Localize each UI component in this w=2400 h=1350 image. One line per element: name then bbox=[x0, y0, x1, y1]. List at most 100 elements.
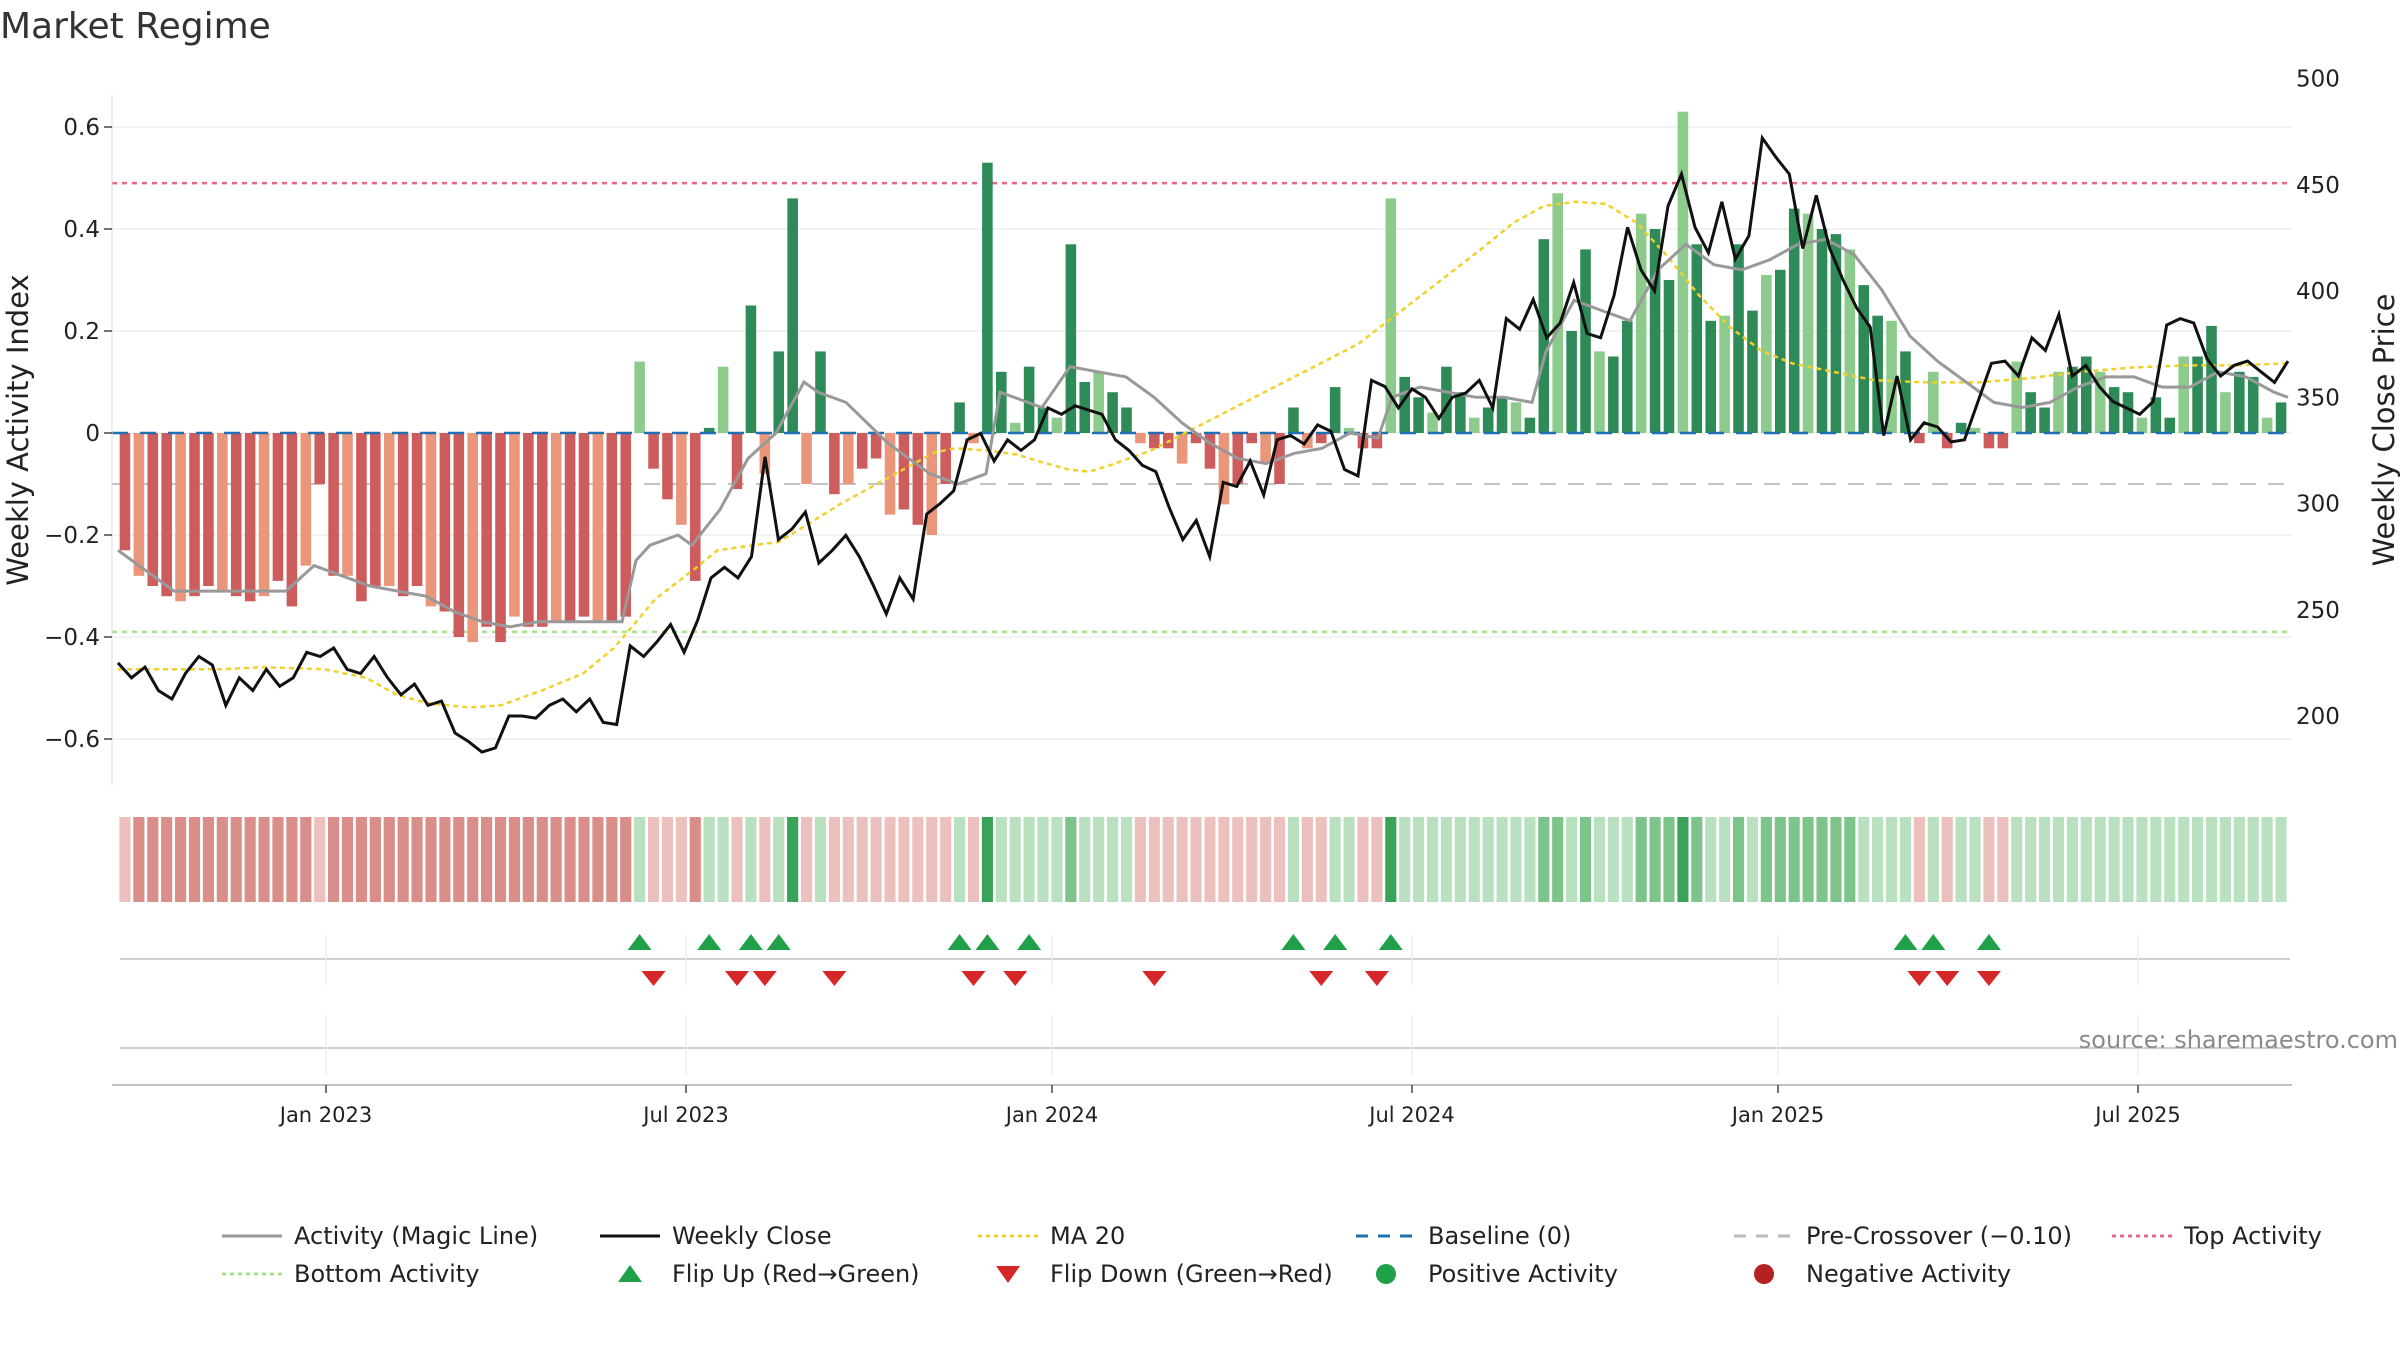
regime-cell bbox=[1440, 817, 1452, 902]
regime-cell bbox=[1023, 817, 1035, 902]
activity-bar bbox=[1608, 356, 1619, 433]
regime-cell bbox=[2275, 817, 2287, 902]
regime-cell bbox=[1134, 817, 1146, 902]
activity-bar bbox=[1441, 366, 1452, 433]
regime-cell bbox=[1093, 817, 1105, 902]
regime-cell bbox=[481, 817, 493, 902]
regime-cell bbox=[2094, 817, 2106, 902]
activity-bar bbox=[467, 433, 478, 643]
legend-label: Flip Up (Red→Green) bbox=[672, 1260, 920, 1288]
flip-up-marker bbox=[975, 934, 1000, 950]
activity-bar bbox=[203, 433, 214, 586]
regime-cell bbox=[341, 817, 354, 902]
activity-bar bbox=[495, 433, 506, 643]
legend-swatch bbox=[996, 1266, 1020, 1283]
activity-bar bbox=[1107, 392, 1118, 433]
regime-cell bbox=[564, 817, 576, 902]
regime-cell bbox=[940, 817, 952, 902]
activity-bar bbox=[592, 433, 604, 622]
activity-bar bbox=[1928, 371, 1939, 433]
activity-bar bbox=[2247, 376, 2259, 433]
activity-bar bbox=[356, 433, 367, 602]
activity-bar bbox=[954, 402, 965, 433]
legend-label: Positive Activity bbox=[1428, 1260, 1618, 1288]
activity-bar bbox=[1455, 392, 1466, 433]
flip-up-marker bbox=[697, 934, 722, 950]
activity-bar bbox=[731, 433, 743, 490]
activity-bar bbox=[1774, 269, 1786, 433]
left-axis-label: Weekly Activity Index bbox=[1, 274, 35, 585]
activity-bar bbox=[801, 433, 812, 484]
activity-bar bbox=[1121, 407, 1132, 433]
x-tick-label: Jan 2023 bbox=[278, 1103, 373, 1127]
activity-bar bbox=[133, 433, 145, 576]
regime-cell bbox=[1176, 817, 1188, 902]
flip-up-marker bbox=[1017, 934, 1042, 950]
activity-bar bbox=[1858, 285, 1870, 433]
regime-cell bbox=[383, 817, 395, 902]
legend-label: Flip Down (Green→Red) bbox=[1050, 1260, 1333, 1288]
activity-bar bbox=[1900, 351, 1911, 433]
regime-cell bbox=[717, 817, 729, 902]
regime-cell bbox=[411, 817, 423, 902]
activity-bar bbox=[2025, 392, 2036, 433]
activity-bar bbox=[1886, 320, 1897, 433]
regime-cell bbox=[1287, 817, 1299, 902]
activity-bar bbox=[1649, 229, 1661, 433]
series-lines bbox=[116, 134, 2290, 754]
regime-cell bbox=[912, 817, 924, 902]
regime-cell bbox=[494, 817, 507, 902]
activity-bar bbox=[147, 433, 159, 586]
regime-cell bbox=[467, 817, 479, 902]
activity-bar bbox=[509, 433, 520, 617]
activity-bar bbox=[411, 433, 423, 586]
activity-bar bbox=[1955, 422, 1967, 433]
activity-bar bbox=[425, 433, 437, 607]
regime-cell bbox=[1705, 817, 1717, 902]
regime-cell bbox=[759, 817, 771, 902]
regime-cell bbox=[800, 817, 813, 902]
regime-cell bbox=[1315, 817, 1327, 902]
activity-bar bbox=[940, 433, 951, 484]
right-tick-label: 200 bbox=[2296, 704, 2340, 730]
left-tick-label: 0 bbox=[85, 421, 100, 447]
regime-cell bbox=[1079, 817, 1091, 902]
activity-bar bbox=[1552, 193, 1563, 433]
activity-bar bbox=[286, 433, 298, 607]
activity-bar bbox=[564, 433, 576, 622]
activity-bar bbox=[1093, 371, 1104, 433]
regime-cell bbox=[1677, 817, 1689, 902]
activity-bar bbox=[703, 427, 715, 433]
regime-cell bbox=[1927, 817, 1939, 902]
activity-bar bbox=[550, 433, 562, 622]
activity-bar bbox=[1427, 412, 1438, 433]
weekly-close-line bbox=[116, 134, 2290, 754]
activity-bar bbox=[1496, 397, 1508, 433]
regime-cell bbox=[2219, 817, 2231, 902]
ma20-line bbox=[118, 200, 2289, 709]
right-tick-label: 450 bbox=[2296, 173, 2340, 199]
activity-bar bbox=[2234, 371, 2245, 433]
activity-bar bbox=[2011, 361, 2023, 433]
activity-bar bbox=[2094, 371, 2106, 433]
regime-cell bbox=[1148, 817, 1160, 902]
regime-cell bbox=[161, 817, 173, 902]
regime-cell bbox=[773, 817, 785, 902]
activity-bar bbox=[1538, 239, 1550, 433]
activity-bar bbox=[1830, 234, 1842, 433]
regime-cell bbox=[328, 817, 340, 902]
regime-cell bbox=[2136, 817, 2148, 902]
flip-down-marker bbox=[752, 971, 777, 986]
regime-cell bbox=[1218, 817, 1230, 902]
activity-bar bbox=[2275, 402, 2287, 433]
activity-bar bbox=[1023, 366, 1035, 433]
activity-bar bbox=[1580, 249, 1591, 433]
regime-cell bbox=[119, 817, 131, 902]
regime-cell bbox=[981, 817, 993, 902]
regime-cell bbox=[1663, 817, 1675, 902]
regime-cell bbox=[995, 817, 1007, 902]
regime-cell bbox=[2011, 817, 2023, 902]
flip-up-marker bbox=[947, 934, 972, 950]
regime-cell bbox=[1357, 817, 1369, 902]
activity-bar bbox=[453, 433, 465, 637]
